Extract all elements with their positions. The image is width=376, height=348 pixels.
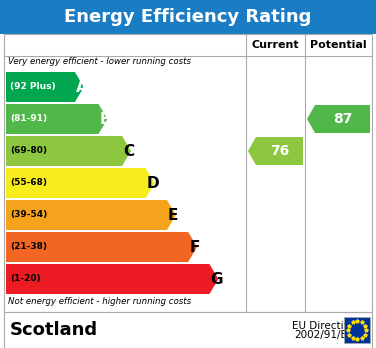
Text: Scotland: Scotland [10,321,98,339]
Text: (81-91): (81-91) [10,114,47,124]
Text: D: D [147,175,159,190]
Text: (69-80): (69-80) [10,147,47,156]
Text: 76: 76 [270,144,289,158]
Text: E: E [168,207,178,222]
Bar [4,312,372,348]
Bar [0,0,376,34]
Text: B: B [100,111,111,127]
Text: Potential: Potential [310,40,367,50]
Text: Energy Efficiency Rating: Energy Efficiency Rating [64,8,312,26]
Text: C: C [123,143,134,158]
Polygon shape [6,232,197,262]
Polygon shape [248,137,303,165]
Text: F: F [189,239,200,254]
Bar [4,34,372,312]
Bar [344,317,370,343]
Text: Very energy efficient - lower running costs: Very energy efficient - lower running co… [8,57,191,66]
Text: A: A [76,79,88,95]
Polygon shape [6,104,108,134]
Text: Not energy efficient - higher running costs: Not energy efficient - higher running co… [8,297,191,306]
Text: Current: Current [252,40,299,50]
Polygon shape [6,264,218,294]
Text: (39-54): (39-54) [10,211,47,220]
Text: 87: 87 [333,112,352,126]
Text: (1-20): (1-20) [10,275,41,284]
Text: (55-68): (55-68) [10,179,47,188]
Polygon shape [307,105,370,133]
Text: G: G [211,271,223,286]
Polygon shape [6,136,131,166]
Polygon shape [6,168,155,198]
Text: (92 Plus): (92 Plus) [10,82,56,92]
Text: EU Directive: EU Directive [293,321,356,331]
Text: (21-38): (21-38) [10,243,47,252]
Polygon shape [6,72,84,102]
Polygon shape [6,200,176,230]
Text: 2002/91/EC: 2002/91/EC [294,330,355,340]
